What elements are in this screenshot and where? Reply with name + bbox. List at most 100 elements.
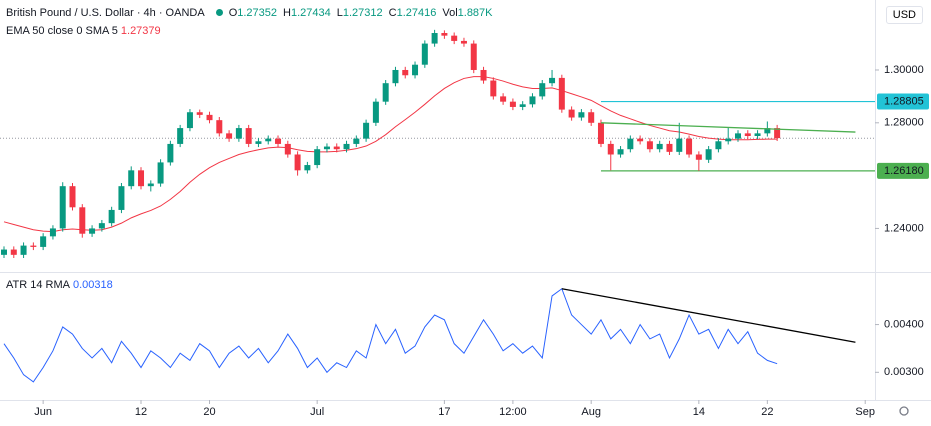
candle-body bbox=[235, 128, 242, 139]
candle-body bbox=[20, 245, 27, 255]
symbol-title: British Pound / U.S. Dollar · 4h · OANDA bbox=[6, 7, 205, 19]
candle-body bbox=[597, 122, 604, 144]
settings-icon[interactable] bbox=[899, 406, 909, 416]
candle-body bbox=[108, 209, 115, 224]
x-tick-label: 12 bbox=[135, 406, 147, 418]
candle-body bbox=[147, 183, 154, 187]
ohlc-value: 1.27434 bbox=[290, 7, 331, 19]
ohlc-value: 1.887K bbox=[457, 7, 493, 19]
candle-body bbox=[656, 143, 663, 150]
candle-body bbox=[607, 143, 614, 155]
candle-body bbox=[206, 114, 213, 121]
ohlc-item: C1.27416 bbox=[389, 7, 440, 19]
ohlc-label: C bbox=[388, 7, 397, 19]
candle-body bbox=[392, 69, 399, 84]
candle-body bbox=[343, 143, 350, 150]
candle-body bbox=[558, 77, 565, 110]
trendline bbox=[561, 288, 856, 343]
candle-body bbox=[627, 138, 634, 150]
x-tick-label: Sep bbox=[855, 406, 875, 418]
candle-body bbox=[30, 245, 37, 247]
price-level-label: 1.28805 bbox=[884, 95, 924, 107]
candle-body bbox=[382, 83, 389, 102]
candle-body bbox=[323, 146, 330, 150]
candle-body bbox=[451, 35, 458, 41]
candle-body bbox=[666, 143, 673, 152]
candle-body bbox=[275, 138, 282, 144]
candle-body bbox=[98, 223, 105, 229]
candle-body bbox=[637, 138, 644, 142]
candle-body bbox=[363, 122, 370, 139]
candle-body bbox=[1, 249, 7, 255]
candle-body bbox=[705, 149, 712, 160]
candle-body bbox=[725, 138, 732, 142]
x-tick-label: Jul bbox=[310, 406, 324, 418]
ohlc-item: Vol1.887K bbox=[442, 7, 495, 19]
trendline bbox=[600, 122, 856, 133]
x-tick-label: 20 bbox=[203, 406, 215, 418]
market-status bbox=[215, 9, 223, 16]
candle-body bbox=[304, 165, 311, 171]
x-tick-label: 17 bbox=[438, 406, 450, 418]
ohlc-label: L bbox=[336, 7, 343, 19]
x-tick-label: Aug bbox=[581, 406, 601, 418]
ohlc-value: 1.27352 bbox=[237, 7, 278, 19]
ohlc-label: H bbox=[283, 7, 291, 19]
indicator-value: 1.27379 bbox=[120, 25, 161, 37]
symbol-legend: British Pound / U.S. Dollar · 4h · OANDA… bbox=[6, 7, 502, 19]
ohlc-item: H1.27434 bbox=[283, 7, 334, 19]
atr-line bbox=[3, 287, 778, 383]
candle-body bbox=[578, 112, 585, 118]
candle-body bbox=[470, 43, 477, 70]
ohlc-value: 1.27416 bbox=[396, 7, 437, 19]
candle-body bbox=[480, 69, 487, 81]
x-tick-label: 22 bbox=[761, 406, 773, 418]
y-tick-label: 1.30000 bbox=[884, 64, 924, 76]
candle-body bbox=[186, 112, 193, 129]
candle-body bbox=[294, 154, 301, 171]
indicator-name: EMA 50 close 0 SMA 5 bbox=[6, 25, 118, 37]
candle-body bbox=[10, 249, 17, 255]
candle-body bbox=[431, 33, 438, 44]
candle-body bbox=[157, 162, 164, 184]
price-level-label: 1.26180 bbox=[884, 165, 924, 177]
atr-legend: ATR 14 RMA 0.00318 bbox=[6, 279, 116, 291]
candle-body bbox=[646, 141, 653, 150]
price-level-box bbox=[877, 162, 929, 179]
candle-body bbox=[128, 170, 135, 187]
candle-body bbox=[40, 236, 47, 247]
candle-body bbox=[460, 40, 467, 44]
candle-body bbox=[69, 186, 76, 208]
candle-body bbox=[59, 186, 66, 229]
x-tick-label: Jun bbox=[34, 406, 52, 418]
candle-body bbox=[539, 83, 546, 97]
y-tick-label: 0.00400 bbox=[884, 318, 924, 330]
candle-body bbox=[764, 128, 771, 134]
ohlc-values: O1.27352 H1.27434 L1.27312 C1.27416 Vol1.887… bbox=[229, 7, 499, 19]
y-tick-label: 1.28000 bbox=[884, 117, 924, 129]
ohlc-item: O1.27352 bbox=[229, 7, 280, 19]
settings-gear[interactable] bbox=[899, 406, 909, 416]
y-tick-label: 1.24000 bbox=[884, 222, 924, 234]
candle-body bbox=[167, 143, 174, 163]
candle-body bbox=[216, 120, 223, 134]
candle-body bbox=[118, 186, 125, 210]
candle-body bbox=[744, 133, 751, 136]
candle-body bbox=[412, 64, 419, 76]
candle-body bbox=[509, 101, 516, 107]
ohlc-label: O bbox=[228, 7, 238, 19]
candle-body bbox=[519, 104, 526, 107]
candle-body bbox=[196, 112, 203, 115]
candle-body bbox=[774, 128, 781, 139]
candle-body bbox=[265, 138, 272, 142]
indicator-legend: EMA 50 close 0 SMA 5 1.27379 bbox=[6, 25, 164, 37]
candle-body bbox=[79, 207, 86, 234]
currency-button[interactable]: USD bbox=[885, 6, 923, 24]
candle-body bbox=[177, 128, 184, 144]
candle-body bbox=[676, 138, 683, 152]
candle-body bbox=[568, 109, 575, 118]
candle-body bbox=[138, 170, 145, 187]
x-tick-label: 12:00 bbox=[499, 406, 527, 418]
